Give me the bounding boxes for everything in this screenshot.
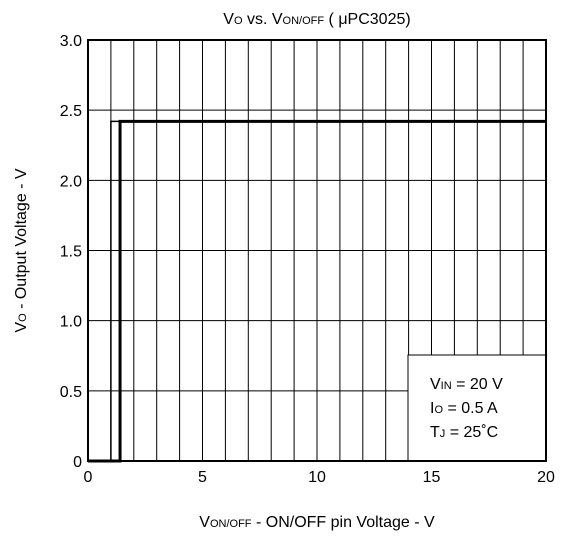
x-axis-label-part: ON/OFF (210, 518, 252, 530)
annotation-text-part: T (430, 424, 440, 441)
annotation-text: IO = 0.5 A (430, 400, 498, 417)
chart-title-part: vs. V (243, 11, 283, 28)
annotation-box (407, 354, 547, 462)
y-tick-label: 2.0 (60, 173, 82, 190)
chart-title-part: ON/OFF (283, 15, 325, 27)
chart-title-part: O (234, 15, 243, 27)
annotation-text-part: = 25˚C (445, 424, 498, 441)
x-axis-label-part: V (199, 514, 210, 531)
annotation-text-part: J (440, 428, 446, 440)
x-tick-label: 10 (308, 469, 326, 486)
y-tick-label: 1.5 (60, 244, 82, 261)
y-tick-label: 0.5 (60, 384, 82, 401)
annotation-text: VIN = 20 V (430, 376, 503, 393)
plot-frame (87, 39, 547, 462)
annotation-text-part: V (430, 376, 441, 393)
annotation-text-part: = 20 V (452, 376, 503, 393)
annotation-text: TJ = 25˚C (430, 424, 498, 441)
x-tick-label: 0 (84, 469, 93, 486)
x-tick-label: 20 (537, 469, 555, 486)
y-tick-label: 0 (73, 454, 82, 471)
annotation-text-part: IN (441, 380, 452, 392)
chart-title: VO vs. VON/OFF ( μPC3025) (223, 11, 410, 28)
chart-title-part: V (223, 11, 234, 28)
x-axis-label: VON/OFF - ON/OFF pin Voltage - V (199, 514, 435, 531)
annotation-text-part: = 0.5 A (443, 400, 498, 417)
y-axis-label: VO - Output Voltage - V (13, 168, 30, 333)
annotation-text-part: O (434, 404, 443, 416)
x-tick-label: 5 (198, 469, 207, 486)
y-tick-label: 1.0 (60, 314, 82, 331)
chart-title-part: ( μPC3025) (324, 11, 411, 28)
y-tick-label: 2.5 (60, 103, 82, 120)
annotation-text-part: I (430, 400, 434, 417)
y-axis-label-part: V (13, 322, 30, 333)
x-tick-label: 15 (423, 469, 441, 486)
y-axis-label-part: - Output Voltage - V (13, 168, 30, 313)
x-axis-label-part: - ON/OFF pin Voltage - V (252, 514, 436, 531)
y-axis-label-part: O (17, 313, 29, 322)
y-tick-label: 3.0 (60, 33, 82, 50)
